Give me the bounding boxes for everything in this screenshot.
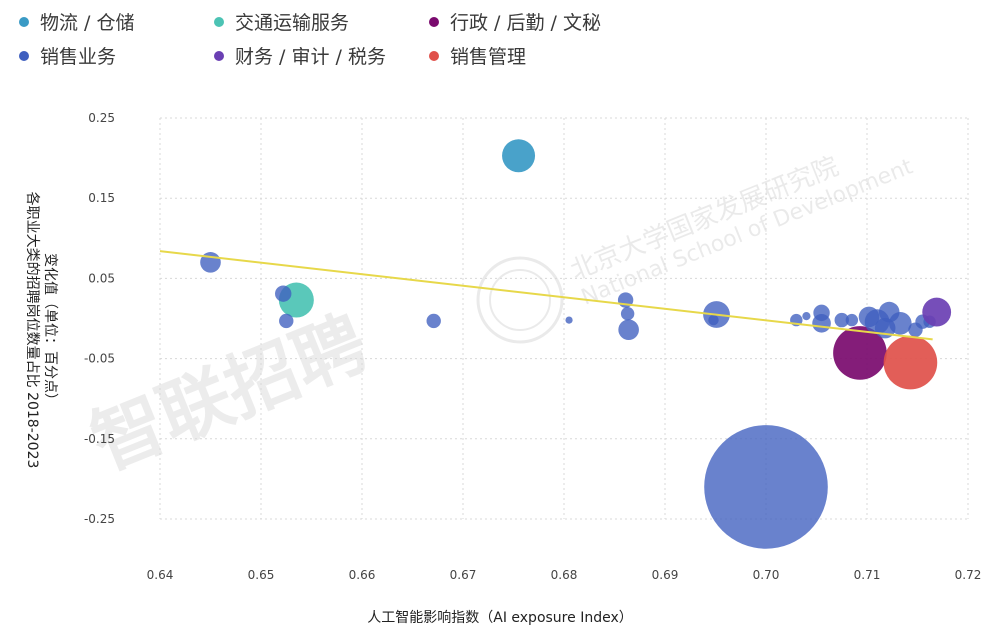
bubble-finance[interactable]	[922, 297, 952, 327]
watermark-seal-inner-icon	[489, 269, 551, 331]
watermark-zhaopin-text: 智联招聘	[80, 300, 379, 486]
x-axis-title: 人工智能影响指数（AI exposure Index）	[367, 610, 632, 626]
legend-marker-sales	[19, 51, 29, 61]
legend-item-sales-mgmt[interactable]: 销售管理	[429, 46, 526, 68]
watermark-zhaopin: 智联招聘	[80, 300, 379, 486]
x-tick-label: 0.69	[652, 568, 679, 582]
legend-label-finance: 财务 / 审计 / 税务	[235, 46, 386, 68]
bubble-admin[interactable]	[833, 326, 887, 380]
bubble-sales[interactable]	[704, 425, 828, 549]
bubble-sales[interactable]	[620, 306, 635, 321]
y-axis-ticks: 0.25 0.15 0.05 -0.05 -0.15 -0.25	[84, 111, 115, 526]
y-tick-label: -0.15	[84, 432, 115, 446]
bubble-sales[interactable]	[889, 312, 912, 335]
legend: 物流 / 仓储 交通运输服务 行政 / 后勤 / 文秘 销售业务 财务 / 审计…	[19, 12, 601, 68]
legend-label-logistics: 物流 / 仓储	[40, 12, 134, 34]
bubble-sales[interactable]	[834, 312, 849, 328]
bubble-sales[interactable]	[618, 319, 639, 341]
x-tick-label: 0.70	[753, 568, 780, 582]
legend-marker-logistics	[19, 17, 29, 27]
bubble-sales[interactable]	[426, 313, 441, 329]
legend-item-admin[interactable]: 行政 / 后勤 / 文秘	[429, 12, 601, 34]
watermark-nsd-en: National School of Development	[578, 154, 917, 310]
legend-item-finance[interactable]: 财务 / 审计 / 税务	[214, 46, 386, 68]
x-tick-label: 0.68	[551, 568, 578, 582]
legend-marker-admin	[429, 17, 439, 27]
trendline	[159, 250, 933, 341]
bubble-sales[interactable]	[845, 313, 859, 327]
legend-item-sales[interactable]: 销售业务	[19, 46, 116, 68]
y-tick-label: 0.25	[88, 111, 115, 125]
watermark-seal-icon	[476, 256, 564, 344]
bubble-sales[interactable]	[708, 314, 719, 326]
legend-label-sales-mgmt: 销售管理	[450, 46, 526, 68]
legend-marker-finance	[214, 51, 224, 61]
x-tick-label: 0.71	[854, 568, 881, 582]
legend-item-logistics[interactable]: 物流 / 仓储	[19, 12, 134, 34]
bubble-sales_mgmt[interactable]	[883, 335, 938, 390]
legend-label-transport: 交通运输服务	[235, 12, 349, 34]
bubble-sales[interactable]	[812, 314, 831, 333]
y-tick-label: 0.05	[88, 271, 115, 285]
x-tick-label: 0.72	[955, 568, 982, 582]
y-tick-label: -0.05	[84, 352, 115, 366]
y-tick-label: 0.15	[88, 191, 115, 205]
trendline-group	[159, 250, 933, 341]
bubble-sales[interactable]	[275, 285, 292, 302]
legend-label-sales: 销售业务	[40, 46, 116, 68]
y-axis-title-outer: 各职业大类的招聘岗位数量占比 2018-2023	[24, 192, 40, 469]
bubble-sales[interactable]	[565, 316, 573, 324]
bubble-sales[interactable]	[279, 313, 294, 329]
x-axis-ticks: 0.64 0.65 0.66 0.67 0.68 0.69 0.70 0.71 0.72	[147, 568, 982, 582]
legend-marker-transport	[214, 17, 224, 27]
bubble-sales[interactable]	[802, 311, 811, 321]
legend-label-admin: 行政 / 后勤 / 文秘	[450, 12, 601, 34]
bubble-logistics[interactable]	[502, 139, 536, 173]
x-tick-label: 0.67	[450, 568, 477, 582]
x-tick-label: 0.66	[349, 568, 376, 582]
x-tick-label: 0.65	[248, 568, 275, 582]
legend-marker-sales-mgmt	[429, 51, 439, 61]
y-tick-label: -0.25	[84, 512, 115, 526]
y-axis-title-inner: 变化值（单位：百分点）	[42, 253, 58, 407]
legend-item-transport[interactable]: 交通运输服务	[214, 12, 349, 34]
x-tick-label: 0.64	[147, 568, 174, 582]
